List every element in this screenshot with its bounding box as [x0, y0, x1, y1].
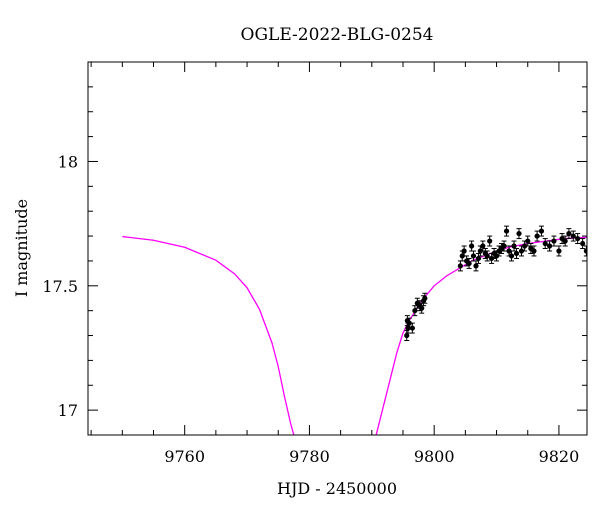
data-point [404, 315, 410, 327]
data-point [546, 240, 553, 252]
x-axis-label: HJD - 2450000 [277, 479, 397, 498]
data-point [503, 225, 510, 237]
x-tick-label: 9820 [539, 447, 580, 466]
data-point [575, 233, 581, 245]
data-point [525, 235, 531, 247]
data-point [562, 235, 568, 247]
data-point [466, 257, 472, 269]
data-point [583, 245, 587, 257]
data-point [480, 240, 486, 252]
axis-ticks [88, 61, 587, 436]
data-point [542, 238, 548, 249]
data-point [551, 235, 557, 247]
data-point [522, 240, 528, 252]
data-point [556, 245, 562, 257]
y-tick-label: 18 [58, 152, 78, 171]
data-point [516, 228, 522, 240]
data-point [484, 250, 490, 262]
data-point [422, 292, 428, 304]
y-tick-label: 17 [58, 401, 78, 420]
data-point [580, 238, 586, 249]
data-point [534, 230, 540, 242]
data-point [412, 305, 418, 317]
data-point [473, 260, 479, 272]
x-tick-label: 9780 [289, 447, 330, 466]
data-point [419, 302, 425, 314]
plot-frame [87, 61, 588, 436]
data-point [404, 330, 410, 342]
data-point [469, 240, 475, 252]
x-tick-label: 9800 [414, 447, 455, 466]
data-point [531, 245, 537, 257]
data-point [538, 225, 545, 237]
data-point [409, 322, 415, 334]
y-tick-label: 17.5 [42, 277, 78, 296]
chart-title: OGLE-2022-BLG-0254 [241, 25, 434, 45]
y-axis-label: I magnitude [12, 199, 31, 297]
data-point [501, 240, 507, 252]
data-point [496, 245, 502, 257]
data-point [511, 240, 517, 252]
x-tick-label: 9760 [164, 447, 205, 466]
data-point [570, 230, 576, 242]
data-points [404, 225, 587, 342]
tick-labels: 9760 9780 9800 9820 17 17.5 18 [42, 152, 579, 466]
data-point [566, 228, 572, 240]
data-point [513, 248, 520, 259]
model-curve [122, 235, 587, 435]
data-point [487, 235, 493, 247]
